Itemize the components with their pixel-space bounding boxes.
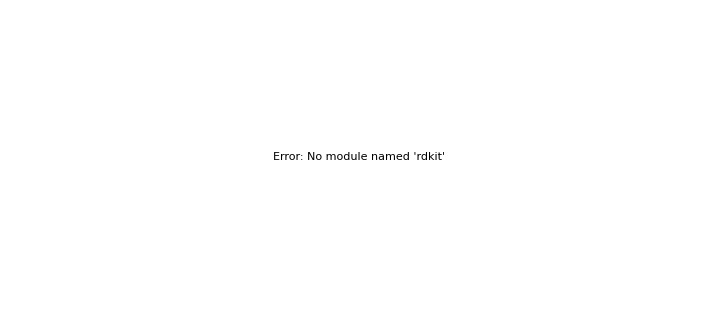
Text: Error: No module named 'rdkit': Error: No module named 'rdkit' [273, 152, 445, 163]
